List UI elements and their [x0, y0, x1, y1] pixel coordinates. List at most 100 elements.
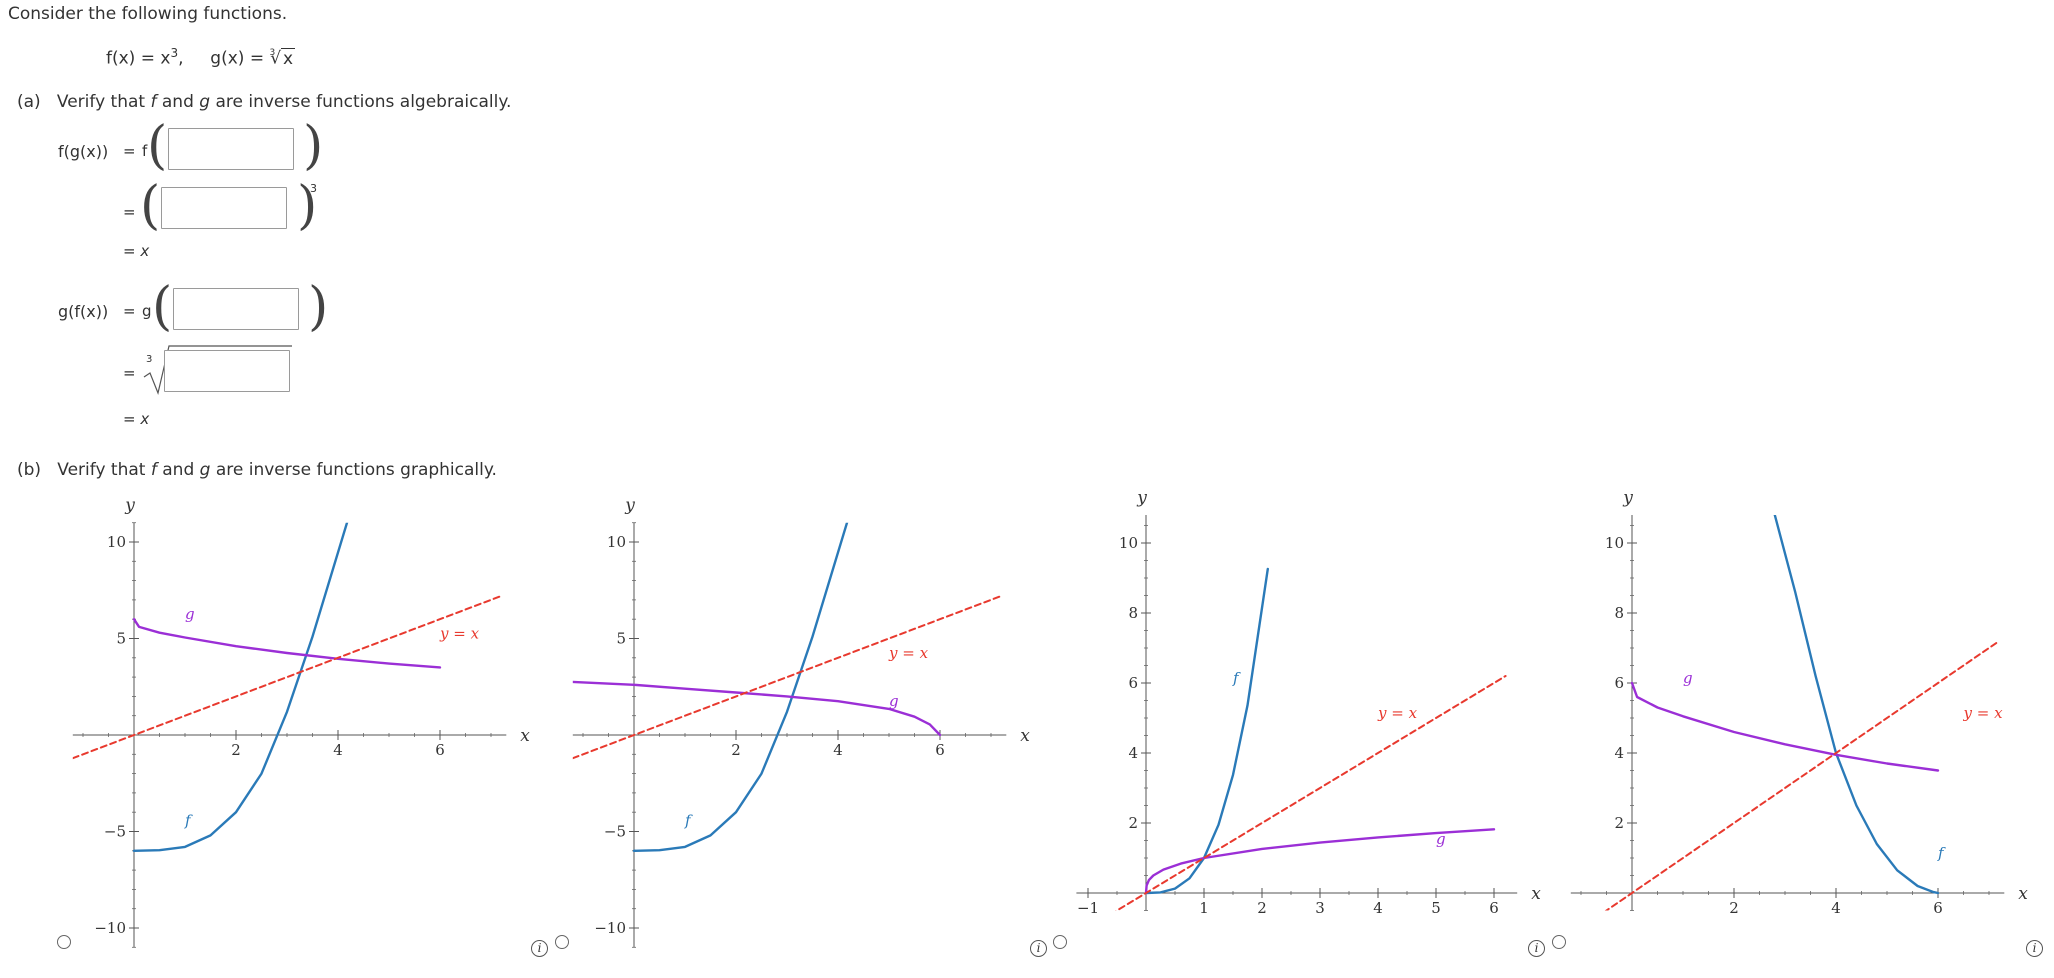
fg-eq-1: = [123, 142, 136, 160]
radio-option-4[interactable] [1552, 935, 1566, 949]
fg-cube-input[interactable] [161, 187, 287, 229]
radio-option-2[interactable] [555, 935, 569, 949]
series-g-line [572, 680, 942, 737]
f-definition: f(x) = x [106, 48, 171, 69]
info-icon-2[interactable]: i [1030, 940, 1047, 957]
part-a-text: Verify that [56, 92, 151, 112]
gf-inner-input[interactable] [173, 288, 299, 330]
y-tick-label: 6 [1614, 674, 1624, 692]
part-b-g: g [199, 460, 211, 480]
y-axis-label: y [1136, 488, 1147, 508]
gf-close-paren: ) [308, 277, 329, 337]
y-tick-label: −5 [604, 823, 626, 841]
curve-label-f: f [1937, 844, 1946, 862]
curve-label-g: g [1436, 830, 1446, 848]
x-tick-label: 4 [833, 741, 843, 759]
x-tick-label: 3 [1315, 899, 1325, 917]
y-tick-label: 10 [107, 533, 126, 551]
x-tick-label: 2 [1729, 899, 1739, 917]
series-identity-line [1604, 640, 2001, 911]
y-tick-label: 5 [616, 630, 626, 648]
part-a-f: f [150, 92, 157, 112]
y-tick-label: 8 [1128, 604, 1138, 622]
function-definitions: f(x) = x3, g(x) = 3√ x [106, 46, 296, 69]
series-f-line [132, 522, 349, 852]
y-tick-label: 5 [116, 630, 126, 648]
y-axis-label: y [1622, 488, 1633, 508]
fg-inner-input[interactable] [168, 128, 294, 170]
part-b-and: and [156, 460, 200, 480]
curve-label-identity: y = x [1963, 704, 2004, 722]
graph-option-4[interactable]: 2 4 6 2 4 6 8 10 x y g y = x f [1568, 488, 2028, 945]
x-tick-label: 6 [435, 741, 445, 759]
x-tick-label: 2 [731, 741, 741, 759]
fg-close-paren-2: ) [297, 176, 318, 236]
curve-label-identity: y = x [888, 644, 929, 662]
fg-power: 3 [310, 182, 317, 195]
gf-result: = x [123, 410, 150, 428]
fg-close-paren: ) [303, 116, 324, 176]
series-g-line [1630, 681, 1940, 772]
gf-root-index: 3 [146, 354, 153, 365]
y-axis-label: y [624, 496, 635, 516]
curve-label-f: f [184, 812, 193, 830]
x-tick-label: 4 [333, 741, 343, 759]
gf-open-paren: ( [152, 277, 173, 337]
info-icon-1[interactable]: i [531, 940, 548, 957]
y-tick-label: 8 [1614, 604, 1624, 622]
graph-option-3[interactable]: −1 1 2 3 4 5 6 2 4 6 8 10 x y f y = x g [1068, 488, 1541, 945]
x-tick-label: 6 [1489, 899, 1499, 917]
x-tick-label: 4 [1373, 899, 1383, 917]
series-f-line [1144, 567, 1270, 895]
gf-fn: g [142, 302, 152, 320]
series-identity-line [1115, 675, 1507, 911]
series-f-line [632, 522, 849, 852]
radio-option-3[interactable] [1053, 935, 1067, 949]
curve-label-g: g [889, 692, 899, 710]
y-tick-label: −5 [104, 823, 126, 841]
y-tick-label: 4 [1614, 744, 1624, 762]
curve-label-identity: y = x [1377, 704, 1418, 722]
x-axis-label: x [2018, 884, 2028, 904]
y-tick-label: 2 [1614, 814, 1624, 832]
y-tick-label: 10 [607, 533, 626, 551]
info-icon-3[interactable]: i [1528, 940, 1545, 957]
gf-root-input[interactable] [164, 350, 290, 392]
part-a-rest: are inverse functions algebraically. [210, 92, 512, 112]
curve-label-g: g [185, 605, 195, 623]
x-tick-label: 6 [1933, 899, 1943, 917]
radical-icon: √ [270, 48, 282, 69]
x-tick-label: 6 [935, 741, 945, 759]
radical-sign-icon [143, 345, 292, 395]
y-tick-label: −10 [94, 919, 126, 937]
x-tick-label: 1 [1199, 899, 1209, 917]
x-axis-label: x [1531, 884, 1541, 904]
series-g-line [132, 617, 442, 669]
fg-fn: f [142, 142, 148, 160]
series-g-line [1144, 828, 1496, 895]
graph-option-2[interactable]: 2 4 6 −10 −5 5 10 x y y = x g f [570, 495, 1030, 948]
part-b-heading: (b) Verify that f and g are inverse func… [17, 460, 497, 480]
part-b-text: Verify that [57, 460, 151, 480]
x-tick-label: 2 [1257, 899, 1267, 917]
x-tick-label: 4 [1831, 899, 1841, 917]
series-f-line [1773, 515, 1940, 895]
definition-separator: , [178, 48, 184, 69]
graph-option-1[interactable]: 2 4 6 −10 −5 5 10 x y g y = x f [70, 495, 530, 948]
gf-lhs: g(f(x)) [58, 302, 109, 321]
y-tick-label: 10 [1119, 534, 1138, 552]
part-a-g: g [199, 92, 211, 112]
g-definition: g(x) = [210, 48, 270, 69]
y-axis-label: y [124, 496, 135, 516]
intro-text: Consider the following functions. [8, 4, 288, 24]
g-root-index: 3 [269, 47, 276, 58]
radio-option-1[interactable] [57, 935, 71, 949]
fg-eq-2: = [123, 203, 136, 221]
info-icon-4[interactable]: i [2026, 940, 2043, 957]
x-tick-label: 2 [231, 741, 241, 759]
curve-label-identity: y = x [439, 625, 480, 643]
x-tick-label: 5 [1431, 899, 1441, 917]
series-identity-line [572, 595, 1003, 760]
f-exponent: 3 [170, 46, 179, 60]
part-a-label: (a) [17, 92, 41, 112]
